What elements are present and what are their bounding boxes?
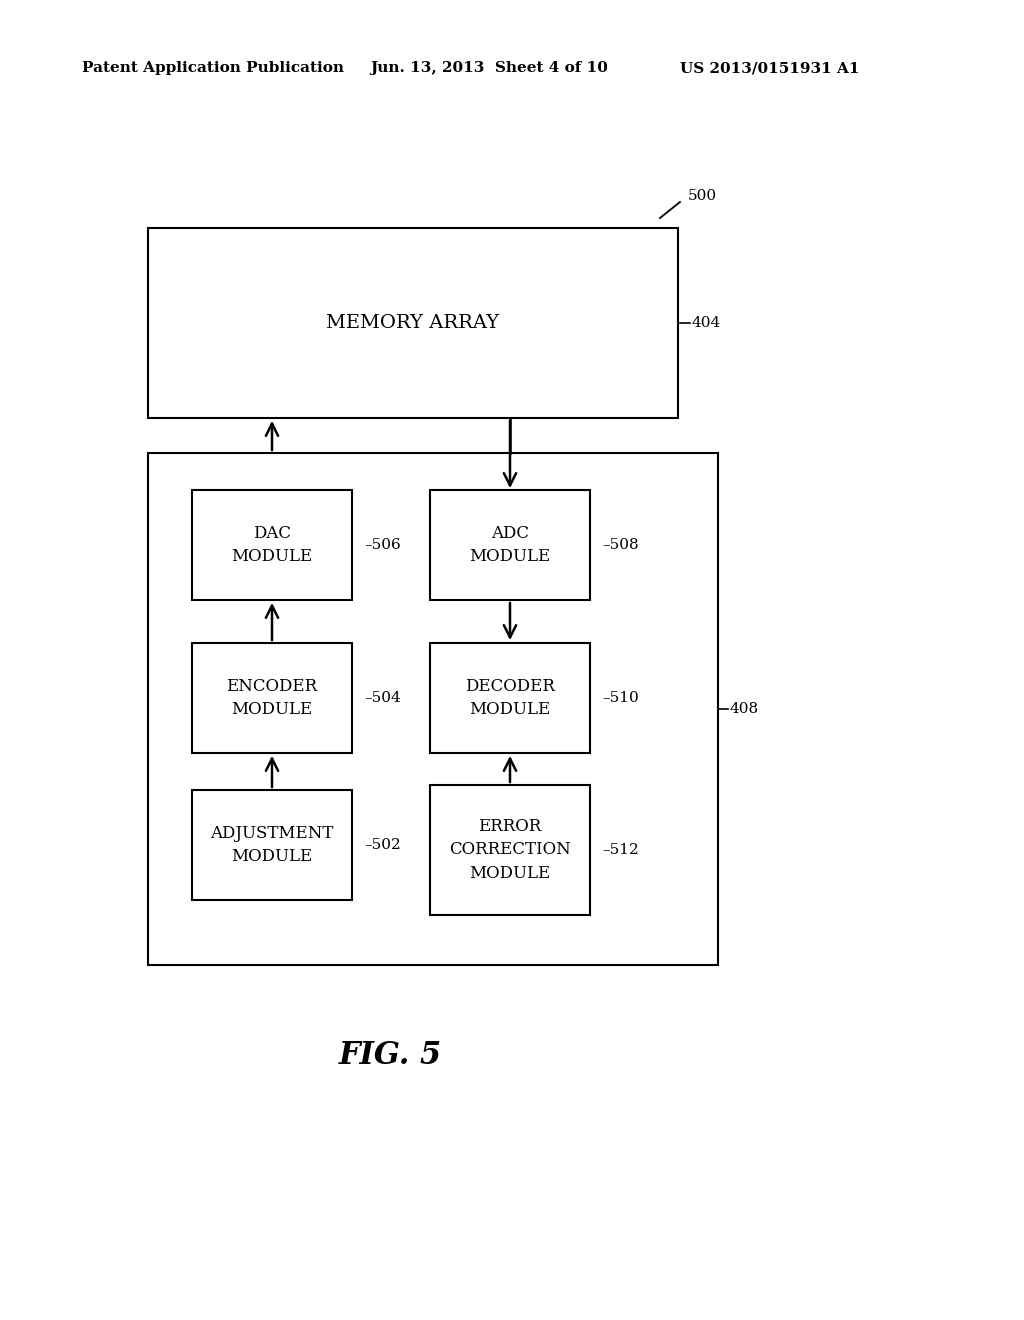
Bar bbox=[148, 228, 678, 418]
Text: –502: –502 bbox=[364, 838, 400, 851]
Bar bbox=[430, 785, 590, 915]
Bar bbox=[193, 789, 352, 900]
Text: ENCODER
MODULE: ENCODER MODULE bbox=[226, 677, 317, 718]
Bar bbox=[430, 643, 590, 752]
Bar bbox=[430, 490, 590, 601]
Bar bbox=[193, 643, 352, 752]
Text: –508: –508 bbox=[602, 539, 639, 552]
Text: FIG. 5: FIG. 5 bbox=[338, 1040, 441, 1071]
Text: 500: 500 bbox=[688, 189, 717, 203]
Text: –504: –504 bbox=[364, 690, 400, 705]
Text: 408: 408 bbox=[730, 702, 759, 715]
Text: –512: –512 bbox=[602, 843, 639, 857]
Text: –506: –506 bbox=[364, 539, 400, 552]
Text: ERROR
CORRECTION
MODULE: ERROR CORRECTION MODULE bbox=[450, 818, 570, 882]
Text: DECODER
MODULE: DECODER MODULE bbox=[465, 677, 555, 718]
Text: US 2013/0151931 A1: US 2013/0151931 A1 bbox=[680, 61, 859, 75]
Text: MEMORY ARRAY: MEMORY ARRAY bbox=[327, 314, 500, 333]
Text: 404: 404 bbox=[692, 315, 721, 330]
Text: –510: –510 bbox=[602, 690, 639, 705]
Text: DAC
MODULE: DAC MODULE bbox=[231, 525, 312, 565]
Text: Jun. 13, 2013  Sheet 4 of 10: Jun. 13, 2013 Sheet 4 of 10 bbox=[370, 61, 608, 75]
Bar bbox=[193, 490, 352, 601]
Text: Patent Application Publication: Patent Application Publication bbox=[82, 61, 344, 75]
Bar bbox=[148, 453, 718, 965]
Text: ADC
MODULE: ADC MODULE bbox=[469, 525, 551, 565]
Text: ADJUSTMENT
MODULE: ADJUSTMENT MODULE bbox=[210, 825, 334, 865]
